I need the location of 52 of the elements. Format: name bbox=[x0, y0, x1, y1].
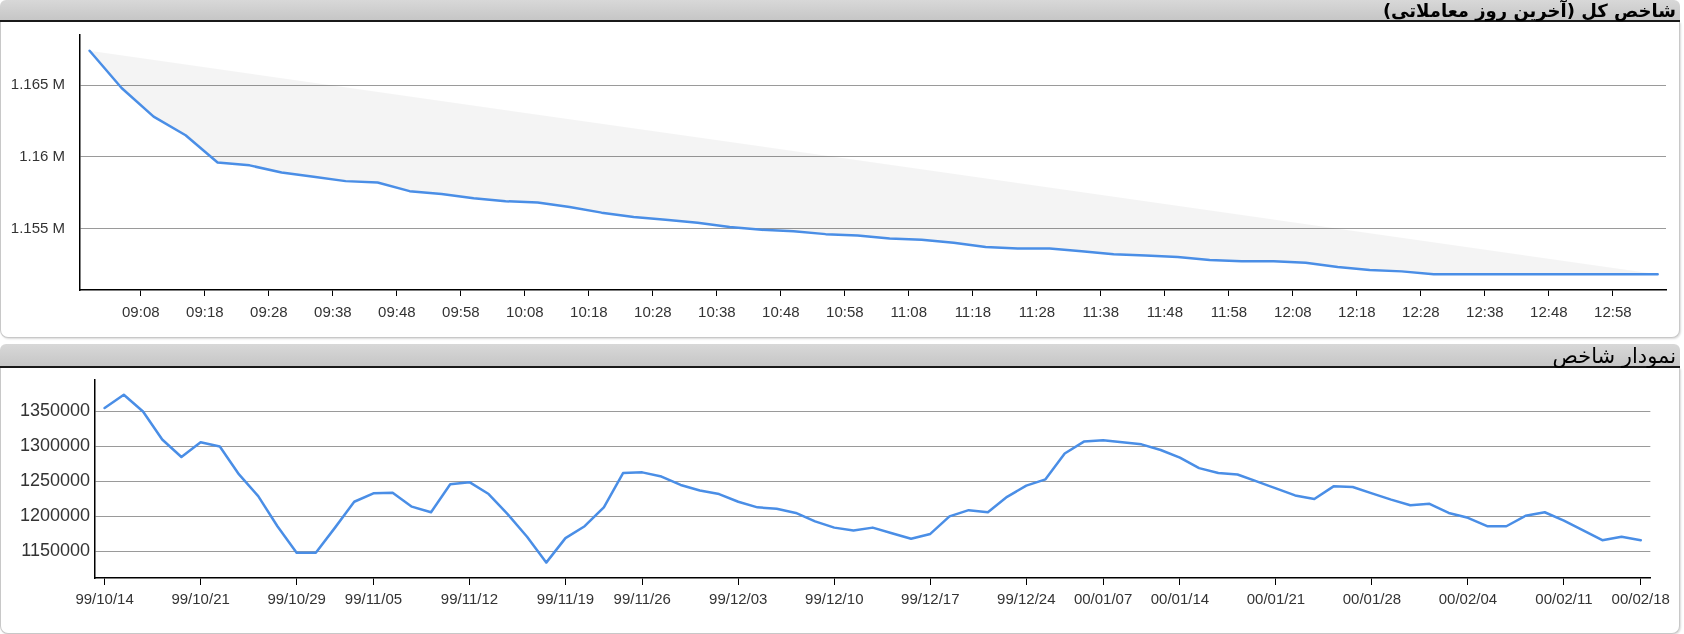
x-tick-label: 99/11/19 bbox=[536, 590, 595, 608]
y-tick-label: 1350000 bbox=[19, 400, 90, 421]
x-tick-label: 99/12/10 bbox=[805, 590, 864, 608]
y-tick-label: 1.155 M bbox=[10, 218, 65, 236]
x-tick-label: 11:38 bbox=[1082, 303, 1120, 321]
y-tick-label: 1150000 bbox=[21, 540, 90, 561]
x-tick-label: 11:18 bbox=[954, 303, 992, 321]
x-tick-label: 10:28 bbox=[634, 303, 672, 321]
x-tick-label: 10:38 bbox=[698, 303, 736, 321]
x-tick-label: 99/10/14 bbox=[75, 590, 134, 608]
x-tick-label: 12:18 bbox=[1338, 303, 1376, 321]
x-tick-label: 09:28 bbox=[250, 303, 288, 321]
chart-title: شاخص کل (آخرین روز معاملاتی) bbox=[1382, 0, 1676, 22]
x-tick-label: 99/11/05 bbox=[344, 590, 403, 608]
x-tick-label: 11:58 bbox=[1210, 303, 1248, 321]
x-tick-label: 10:08 bbox=[506, 303, 544, 321]
x-tick-label: 09:08 bbox=[122, 303, 160, 321]
y-tick-label: 1300000 bbox=[19, 435, 90, 456]
chart-title: نمودار شاخص bbox=[1552, 344, 1676, 368]
x-tick-label: 99/11/12 bbox=[440, 590, 499, 608]
x-tick-label: 12:08 bbox=[1274, 303, 1312, 321]
y-tick-label: 1.165 M bbox=[10, 75, 65, 93]
x-tick-label: 00/01/07 bbox=[1073, 590, 1133, 608]
y-tick-label: 1200000 bbox=[19, 505, 90, 526]
x-tick-label: 99/12/03 bbox=[709, 590, 768, 608]
y-tick-label: 1.16 M bbox=[19, 146, 65, 164]
x-tick-label: 09:18 bbox=[186, 303, 224, 321]
x-tick-label: 11:28 bbox=[1018, 303, 1056, 321]
x-tick-label: 12:38 bbox=[1466, 303, 1504, 321]
x-tick-label: 09:58 bbox=[442, 303, 480, 321]
x-tick-label: 10:58 bbox=[826, 303, 864, 321]
x-tick-label: 00/01/14 bbox=[1150, 590, 1210, 608]
x-tick-label: 09:48 bbox=[378, 303, 416, 321]
x-tick-label: 10:18 bbox=[570, 303, 608, 321]
x-tick-label: 00/01/21 bbox=[1246, 590, 1306, 608]
x-tick-label: 00/02/18 bbox=[1611, 590, 1670, 608]
x-tick-label: 09:38 bbox=[314, 303, 352, 321]
x-tick-label: 99/11/26 bbox=[613, 590, 671, 608]
x-tick-label: 12:28 bbox=[1402, 303, 1440, 321]
x-tick-label: 00/02/11 bbox=[1535, 590, 1593, 608]
x-tick-label: 12:58 bbox=[1594, 303, 1632, 321]
x-tick-label: 11:08 bbox=[890, 303, 928, 321]
x-tick-label: 11:48 bbox=[1146, 303, 1184, 321]
x-tick-label: 99/10/29 bbox=[267, 590, 326, 608]
x-tick-label: 10:48 bbox=[762, 303, 800, 321]
y-tick-label: 1250000 bbox=[19, 470, 90, 491]
x-tick-label: 00/02/04 bbox=[1438, 590, 1498, 608]
x-tick-label: 12:48 bbox=[1530, 303, 1568, 321]
x-tick-label: 99/12/24 bbox=[997, 590, 1056, 608]
x-tick-label: 99/10/21 bbox=[171, 590, 230, 608]
x-tick-label: 00/01/28 bbox=[1342, 590, 1402, 608]
x-tick-label: 99/12/17 bbox=[901, 590, 960, 608]
